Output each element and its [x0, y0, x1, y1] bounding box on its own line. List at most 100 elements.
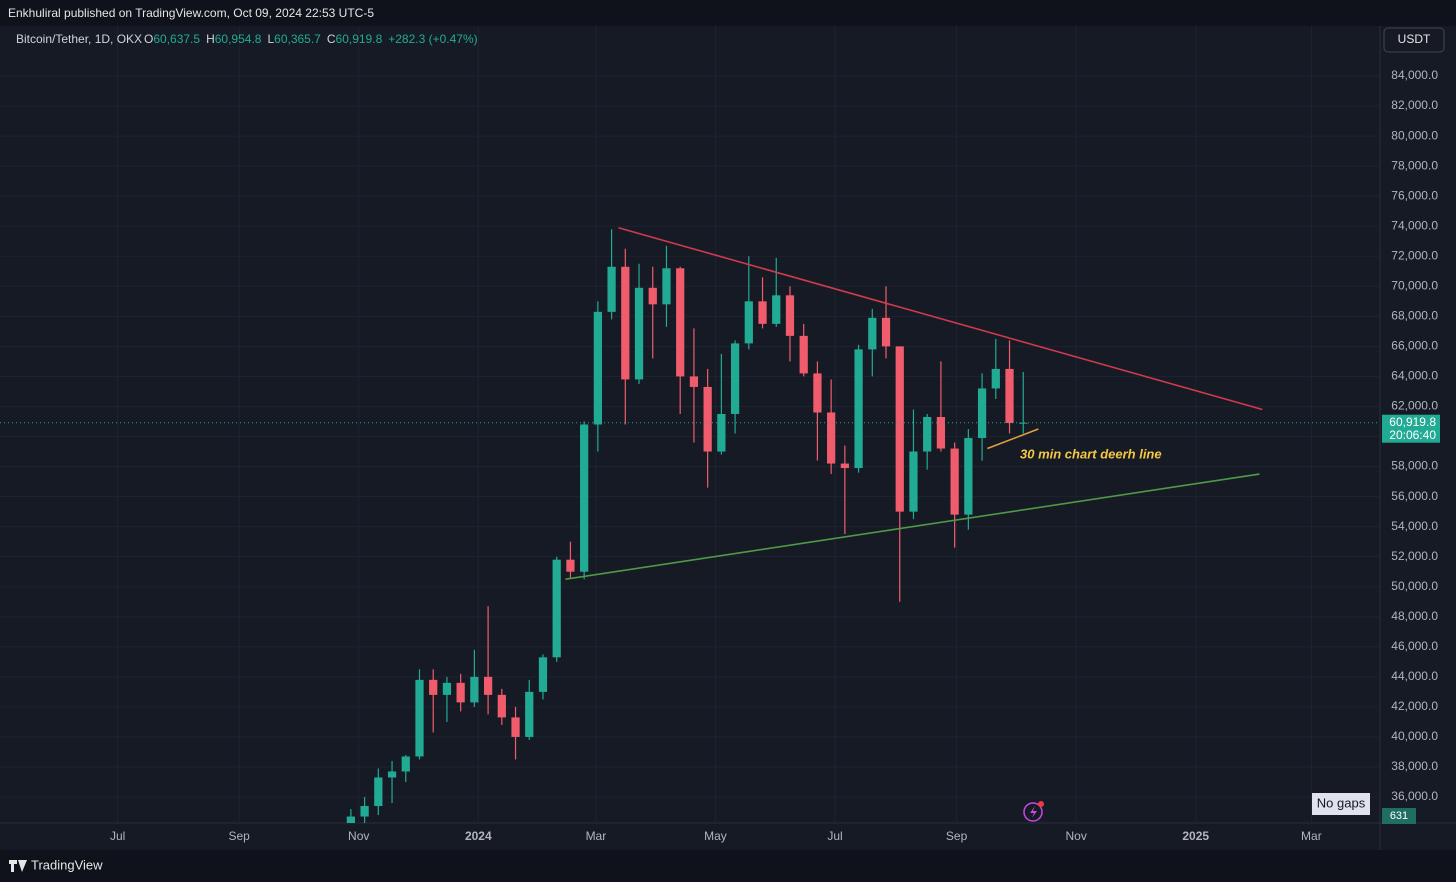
x-tick-label: 2025 [1182, 829, 1209, 843]
y-tick-label: 58,000.0 [1391, 459, 1438, 473]
y-tick-label: 74,000.0 [1391, 218, 1438, 232]
candle-body [991, 368, 1000, 389]
x-tick-label: Jul [110, 829, 125, 843]
logo-icon [9, 860, 27, 872]
candle-body [346, 816, 355, 823]
ohlc-value: 60,919.8 [336, 32, 383, 46]
candle-body [634, 287, 644, 380]
change: +282.3 (+0.47%) [388, 32, 477, 46]
trend-line [618, 226, 1263, 411]
y-tick-label: 82,000.0 [1391, 98, 1438, 112]
y-tick-label: 68,000.0 [1391, 309, 1438, 323]
candle-body [415, 679, 424, 757]
candle-body [1019, 422, 1028, 424]
publish-title: Enkhuliral published on TradingView.com,… [8, 6, 374, 20]
candle-body [744, 301, 753, 344]
candle-body [854, 349, 863, 469]
candle-body [483, 676, 493, 695]
volume-box [1382, 808, 1416, 824]
y-tick-label: 56,000.0 [1391, 489, 1438, 503]
y-tick-label: 38,000.0 [1391, 759, 1438, 773]
candle-body [429, 679, 438, 695]
ohlc-value: 60,637.5 [153, 32, 200, 46]
candle-body [758, 301, 767, 324]
candle-body [401, 756, 410, 772]
y-tick-label: 78,000.0 [1391, 158, 1438, 172]
y-tick-label: 46,000.0 [1391, 639, 1438, 653]
candle-body [923, 416, 932, 452]
x-tick-label: Nov [1065, 829, 1086, 843]
ohlc-key: C [327, 32, 336, 46]
candle-body [703, 386, 712, 452]
ohlc-key: O [144, 32, 153, 46]
gaps-box[interactable] [1312, 793, 1370, 815]
y-tick-label: 70,000.0 [1391, 278, 1438, 292]
gaps-label[interactable]: No gaps [1317, 795, 1366, 810]
y-tick-label: 48,000.0 [1391, 609, 1438, 623]
symbol: Bitcoin/Tether, 1D, OKX [16, 32, 142, 46]
candle-body [1005, 368, 1014, 423]
currency[interactable]: USDT [1398, 32, 1431, 46]
alert-icon[interactable] [1023, 802, 1043, 822]
candle-body [676, 268, 685, 377]
y-tick-label: 40,000.0 [1391, 729, 1438, 743]
ohlc-key: H [206, 32, 215, 46]
trend-line [565, 473, 1260, 581]
y-tick-label: 62,000.0 [1391, 399, 1438, 413]
x-tick-label: Nov [348, 829, 369, 843]
x-tick-label: Mar [586, 829, 607, 843]
candle-body [977, 388, 987, 439]
candle-body [689, 376, 699, 387]
candle-body [662, 268, 671, 305]
y-tick-label: 44,000.0 [1391, 669, 1438, 683]
candle-body [538, 657, 548, 692]
candle-body [442, 682, 452, 695]
alert-dot [1038, 801, 1044, 807]
candle-body [730, 343, 740, 414]
candle-body [497, 694, 506, 718]
countdown: 20:06:40 [1389, 428, 1436, 442]
candle-body [799, 335, 808, 374]
ohlc-value: 60,954.8 [215, 32, 262, 46]
candle-body [511, 717, 520, 737]
candle-body [580, 424, 589, 572]
y-tick-label: 54,000.0 [1391, 519, 1438, 533]
candle-body [868, 317, 877, 350]
x-tick-label: May [704, 829, 727, 843]
candle-body [772, 295, 781, 324]
candle-body [470, 676, 479, 703]
brand: TradingView [31, 857, 103, 872]
candle-body [895, 346, 904, 512]
candle-body [648, 287, 657, 305]
candle-body [387, 771, 397, 778]
y-tick-label: 66,000.0 [1391, 339, 1438, 353]
x-tick-label: Sep [946, 829, 968, 843]
y-tick-label: 76,000.0 [1391, 188, 1438, 202]
candle-body [813, 373, 822, 413]
ohlc-key: L [267, 32, 274, 46]
y-tick-label: 42,000.0 [1391, 699, 1438, 713]
alert-bolt [1030, 806, 1037, 818]
candle-body [717, 413, 726, 452]
candle-body [909, 451, 918, 512]
candle-body [552, 559, 561, 658]
bottom-bar [0, 850, 1456, 882]
currency-button[interactable] [1383, 27, 1445, 53]
volume-label: 631 [1390, 810, 1408, 822]
candle-body [525, 691, 534, 737]
candle-body [593, 311, 602, 425]
top-bar [0, 0, 1456, 26]
candle-body [566, 559, 575, 572]
trend-line [987, 428, 1039, 450]
x-tick-label: Jul [827, 829, 842, 843]
candle-body [456, 682, 465, 703]
candle-body [785, 295, 795, 336]
y-tick-label: 52,000.0 [1391, 549, 1438, 563]
candle-body [881, 317, 891, 347]
last-price-box [1382, 414, 1440, 443]
y-tick-label: 80,000.0 [1391, 128, 1438, 142]
candle-body [374, 777, 383, 807]
y-tick-label: 84,000.0 [1391, 68, 1438, 82]
y-tick-label: 64,000.0 [1391, 369, 1438, 383]
